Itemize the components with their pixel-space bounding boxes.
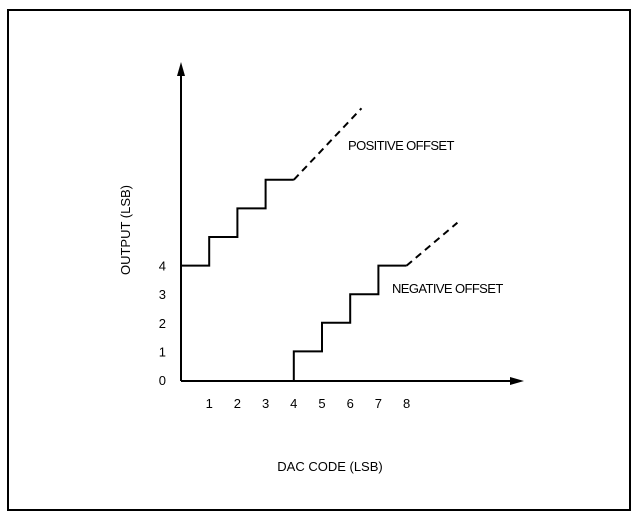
positive-offset-step-line (181, 178, 294, 267)
y-tick-labels: 0 1 2 3 4 (159, 259, 166, 388)
y-tick-label: 3 (159, 287, 166, 302)
series-layer (181, 107, 459, 380)
x-tick-label: 2 (234, 396, 241, 411)
y-axis-arrow (177, 62, 185, 76)
x-axis-label: DAC CODE (LSB) (277, 459, 382, 474)
x-tick-label: 7 (375, 396, 382, 411)
positive-offset-label: POSITIVE OFFSET (348, 138, 455, 153)
x-axis-arrow (510, 377, 524, 385)
positive-offset-dashed-extension (293, 107, 363, 181)
y-tick-label: 2 (159, 316, 166, 331)
y-tick-label: 4 (159, 259, 166, 274)
negative-offset-label: NEGATIVE OFFSET (392, 281, 503, 296)
y-axis-label: OUTPUT (LSB) (118, 185, 133, 275)
x-tick-label: 4 (290, 396, 297, 411)
negative-offset-step-line (292, 264, 407, 380)
x-tick-label: 8 (403, 396, 410, 411)
x-tick-label: 3 (262, 396, 269, 411)
y-tick-label: 0 (159, 373, 166, 388)
x-tick-labels: 1 2 3 4 5 6 7 8 (206, 396, 411, 411)
x-tick-label: 5 (318, 396, 325, 411)
series-labels: POSITIVE OFFSET NEGATIVE OFFSET (348, 138, 504, 296)
x-tick-label: 1 (206, 396, 213, 411)
y-tick-label: 1 (159, 344, 166, 359)
x-tick-label: 6 (347, 396, 354, 411)
negative-offset-dashed-extension (405, 221, 459, 267)
chart-frame (7, 9, 631, 511)
